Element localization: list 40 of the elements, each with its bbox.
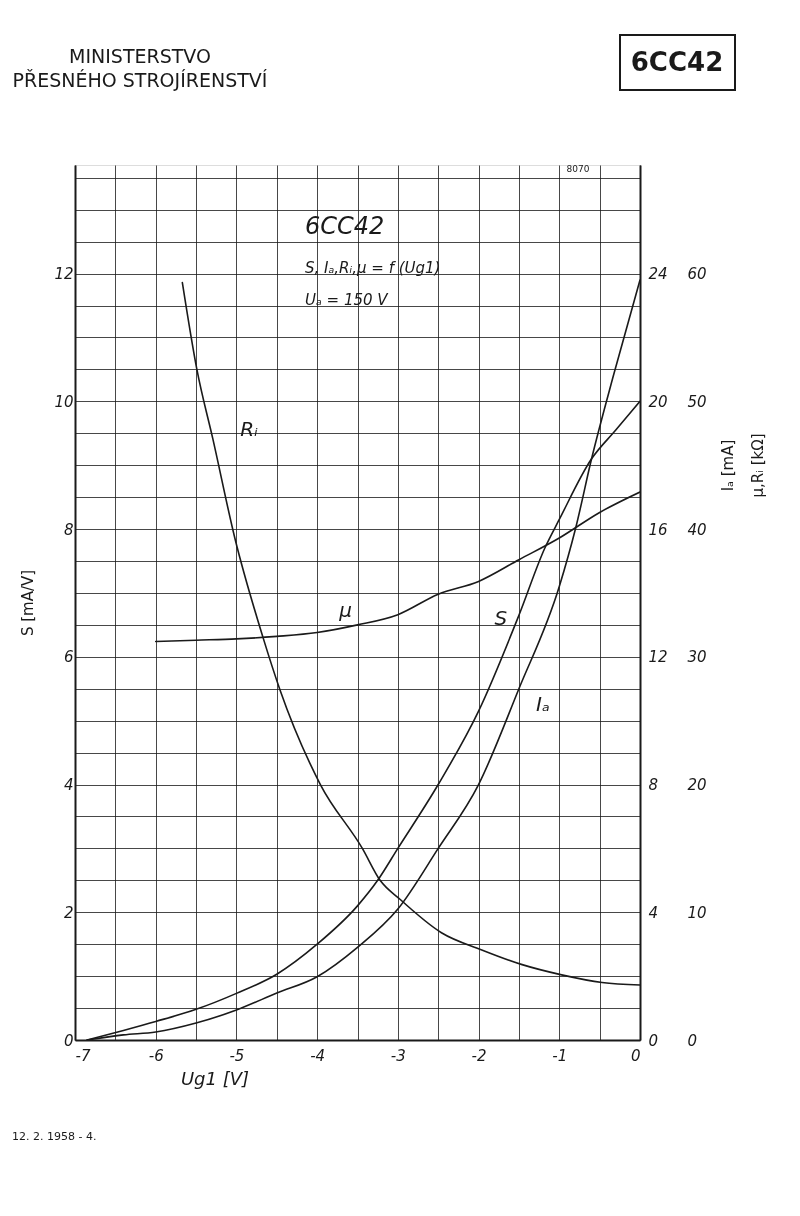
y3-tick-label: 50 bbox=[687, 392, 707, 411]
y-tick-label: 4 bbox=[63, 776, 74, 795]
y-tick-label: 6 bbox=[63, 648, 74, 667]
y-tick-label: 8 bbox=[63, 520, 74, 539]
y3-tick-label: 0 bbox=[687, 1031, 698, 1050]
x-tick-label: -1 bbox=[552, 1046, 568, 1065]
y3-tick-label: 60 bbox=[687, 265, 707, 284]
y2-axis-title: Iₐ [mA] bbox=[718, 439, 737, 492]
y-tick-label: 12 bbox=[54, 265, 74, 284]
y3-tick-label: 40 bbox=[687, 520, 707, 539]
y3-axis-title: μ,Rᵢ [kΩ] bbox=[748, 433, 767, 498]
series-label: Iₐ bbox=[536, 691, 550, 716]
x-tick-label: -7 bbox=[75, 1046, 91, 1065]
annotation: 8070 bbox=[566, 164, 590, 174]
y2-tick-label: 20 bbox=[648, 392, 668, 411]
chart-title: MINISTERSTVO PŘESNÉHO STROJÍRENSTVÍ bbox=[12, 45, 268, 91]
x-tick-label: 0 bbox=[630, 1046, 641, 1065]
x-tick-label: -4 bbox=[310, 1046, 326, 1065]
x-tick-label: -6 bbox=[148, 1046, 164, 1065]
x-tick-label: -3 bbox=[390, 1046, 406, 1065]
y-tick-label: 2 bbox=[63, 903, 74, 922]
y3-tick-label: 30 bbox=[687, 648, 707, 667]
series-label: S bbox=[494, 606, 508, 631]
chart-subtitle: 6CC42 bbox=[630, 47, 724, 77]
text: 12. 2. 1958 - 4. bbox=[12, 1130, 97, 1143]
y2-tick-label: 24 bbox=[648, 265, 668, 284]
y2-tick-label: 16 bbox=[648, 520, 668, 539]
y2-tick-label: 8 bbox=[648, 776, 659, 795]
y-axis-title: S [mA/V] bbox=[19, 569, 38, 637]
y2-tick-label: 12 bbox=[648, 648, 668, 667]
y2-tick-label: 4 bbox=[648, 903, 659, 922]
y2-tick-label: 0 bbox=[648, 1031, 659, 1050]
series-label: μ bbox=[338, 597, 352, 622]
x-axis-title: Ug1 [V] bbox=[180, 1068, 250, 1089]
y-tick-label: 10 bbox=[54, 392, 74, 411]
x-tick-label: -2 bbox=[471, 1046, 487, 1065]
y3-tick-label: 10 bbox=[687, 903, 707, 922]
y3-tick-label: 20 bbox=[687, 776, 707, 795]
y-tick-label: 0 bbox=[63, 1031, 74, 1050]
x-tick-label: -5 bbox=[229, 1046, 245, 1065]
